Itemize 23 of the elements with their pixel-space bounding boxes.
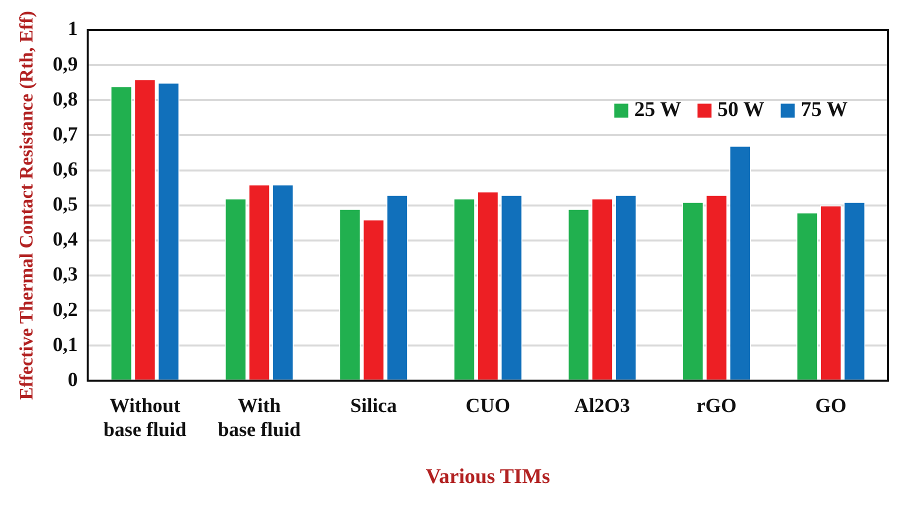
- y-tick-label: 0,4: [52, 228, 78, 251]
- x-tick-label: Silica: [350, 394, 397, 417]
- y-tick-label: 0,2: [52, 298, 78, 321]
- y-axis-title: Effective Thermal Contact Resistance (Rth, Eff): [16, 10, 38, 400]
- y-tick-label: 0,8: [52, 88, 78, 110]
- y-tick-label: 1: [68, 18, 78, 40]
- y-tick-label: 0,5: [52, 194, 78, 216]
- y-tick-label: 0,3: [52, 264, 78, 286]
- legend-label: 25 W: [634, 97, 682, 122]
- y-tick-label: 0: [68, 368, 78, 391]
- y-tick-label: 0,9: [52, 53, 78, 76]
- x-tick-label: GO: [815, 394, 846, 417]
- x-tick-label: Without base fluid: [104, 394, 186, 441]
- y-tick-label: 0,7: [52, 123, 78, 146]
- legend-label: 50 W: [718, 97, 764, 122]
- y-tick-label: 0,6: [52, 158, 78, 180]
- y-tick-label: 0,1: [52, 334, 78, 356]
- legend-label: 75 W: [800, 97, 848, 122]
- x-tick-label: With base fluid: [218, 394, 301, 441]
- x-tick-label: CUO: [466, 394, 510, 417]
- x-tick-label: Al2O3: [574, 394, 630, 417]
- x-axis-title: Various TIMs: [426, 464, 550, 488]
- x-tick-label: rGO: [696, 394, 737, 417]
